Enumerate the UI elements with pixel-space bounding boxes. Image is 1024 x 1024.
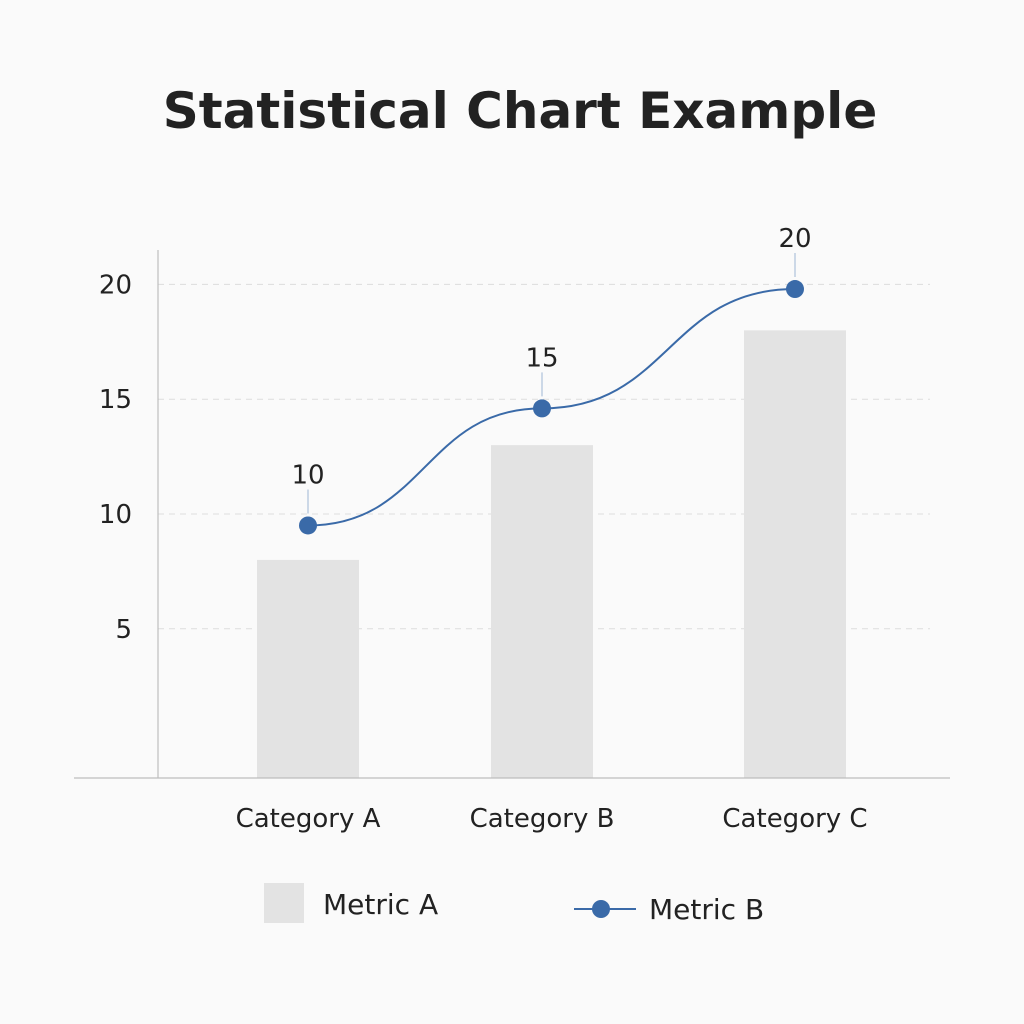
point-metric-b [299,516,317,535]
y-tick-labels: 5 10 15 20 [99,270,132,644]
bar-metric-a [744,330,846,778]
x-tick-labels: Category A Category B Category C [236,804,868,834]
point-metric-b [533,399,551,418]
x-tick-label: Category B [470,804,615,834]
line-metric-b: 10 15 20 [291,224,812,535]
x-tick-label: Category C [722,804,867,834]
legend-label-metric-b: Metric B [649,893,764,926]
point-metric-b [786,280,804,299]
chart-title: Statistical Chart Example [163,82,878,140]
bar-metric-a [491,445,593,778]
data-label-metric-b: 15 [525,343,558,373]
legend-marker-metric-b [592,900,610,918]
y-tick-label: 15 [99,385,132,415]
bar-metric-a [257,559,359,778]
bars-metric-a [257,330,846,778]
data-label-metric-b: 20 [778,224,811,254]
legend: Metric A Metric B [264,883,764,926]
x-tick-label: Category A [236,804,381,834]
y-tick-label: 10 [99,500,132,530]
legend-label-metric-a: Metric A [323,888,438,921]
legend-swatch-metric-a [264,883,304,923]
y-tick-label: 20 [99,270,132,300]
data-label-metric-b: 10 [291,460,324,490]
y-tick-label: 5 [115,615,132,645]
